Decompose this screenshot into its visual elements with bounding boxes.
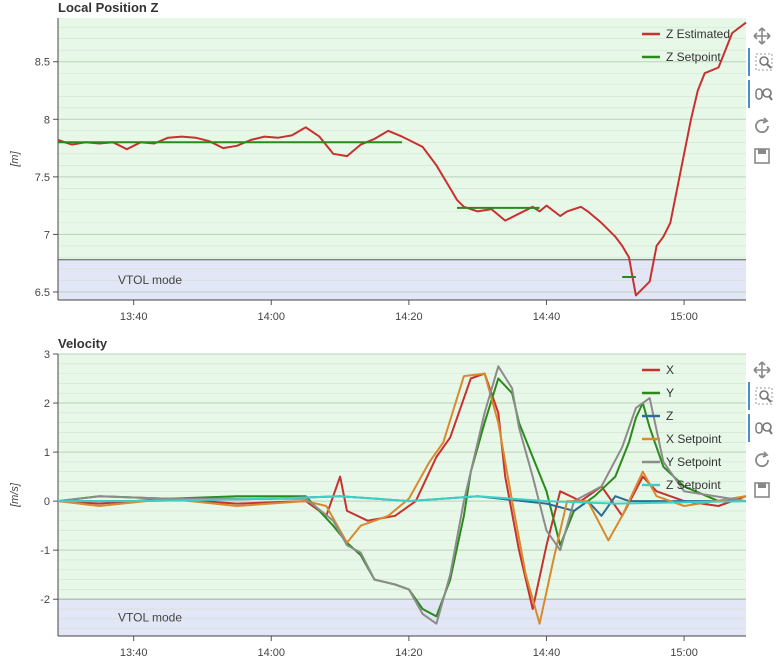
legend-label: X Setpoint	[666, 432, 722, 446]
chart-title: Local Position Z	[58, 0, 159, 15]
reset-tool-button[interactable]	[748, 446, 776, 474]
x-tick-label: 14:20	[395, 311, 423, 323]
wheel-zoom-tool-button[interactable]	[748, 414, 778, 442]
legend-label: Y	[666, 386, 674, 400]
series-line-y-setpoint	[57, 365, 747, 625]
box-zoom-tool-button[interactable]	[748, 48, 778, 76]
x-tick-label: 14:20	[395, 647, 423, 659]
wheel-zoom-tool-button[interactable]	[748, 80, 778, 108]
box-zoom-icon	[755, 53, 773, 71]
series-line-z-setpoint	[58, 495, 747, 505]
y-axis-label: [m/s]	[9, 482, 21, 508]
vtol-mode-label: VTOL mode	[118, 273, 182, 287]
y-tick-label: 7	[44, 229, 50, 241]
chart-title: Velocity	[58, 336, 108, 351]
reset-icon	[755, 451, 769, 468]
save-icon	[754, 482, 770, 498]
x-tick-label: 14:00	[258, 311, 286, 323]
y-tick-label: 7.5	[35, 172, 50, 184]
y-tick-label: -2	[40, 594, 50, 606]
y-tick-label: 1	[44, 447, 50, 459]
reset-tool-button[interactable]	[748, 112, 776, 140]
legend-label: Z Setpoint	[666, 478, 721, 492]
y-tick-label: 8	[44, 114, 50, 126]
plot-background	[58, 354, 746, 636]
vtol-mode-label: VTOL mode	[118, 611, 182, 625]
legend-label: Y Setpoint	[666, 455, 722, 469]
velocity-chart[interactable]: -2 -1 0 1 2 3 13:40 14:00 14:20 14:40 15:00 [m/s] VT…	[0, 334, 782, 668]
x-tick-label: 14:00	[258, 647, 286, 659]
x-tick-label: 15:00	[670, 311, 698, 323]
save-tool-button[interactable]	[748, 476, 776, 504]
pan-icon	[753, 27, 771, 45]
series-line-x-setpoint	[57, 372, 747, 625]
wheel-zoom-icon	[755, 422, 773, 435]
legend-label: X	[666, 363, 674, 377]
series-line-z-estimated	[57, 21, 747, 297]
y-tick-label: -1	[40, 545, 50, 557]
legend-label: Z	[666, 409, 673, 423]
legend-label: Z Estimated	[666, 27, 730, 41]
y-tick-label: 2	[44, 398, 50, 410]
pan-icon	[753, 361, 771, 379]
legend-label: Z Setpoint	[666, 50, 721, 64]
x-tick-label: 15:00	[670, 647, 698, 659]
box-zoom-tool-button[interactable]	[748, 382, 778, 410]
x-tick-label: 14:40	[533, 647, 561, 659]
x-tick-label: 14:40	[533, 311, 561, 323]
save-tool-button[interactable]	[748, 142, 776, 170]
box-zoom-icon	[755, 387, 773, 405]
x-tick-label: 13:40	[120, 311, 148, 323]
save-icon	[754, 148, 770, 164]
y-tick-label: 6.5	[35, 287, 50, 299]
local-position-z-panel: 6.5 7 7.5 8 8.5 13:40 14:00 14:20 14:40 15:00 [m] V…	[0, 0, 782, 332]
vtol-mode-region	[58, 599, 746, 636]
x-tick-label: 13:40	[120, 647, 148, 659]
wheel-zoom-icon	[755, 88, 773, 101]
y-tick-label: 8.5	[35, 57, 50, 69]
plot-background	[58, 18, 746, 300]
velocity-panel: -2 -1 0 1 2 3 13:40 14:00 14:20 14:40 15:00 [m/s] VT…	[0, 334, 782, 668]
reset-icon	[755, 117, 769, 134]
y-tick-label: 3	[44, 349, 50, 361]
pan-tool-button[interactable]	[748, 356, 776, 384]
y-axis-label: [m]	[9, 150, 21, 167]
pan-tool-button[interactable]	[748, 22, 776, 50]
local-position-z-chart[interactable]: 6.5 7 7.5 8 8.5 13:40 14:00 14:20 14:40 15:00 [m] V…	[0, 0, 782, 332]
y-tick-label: 0	[44, 496, 50, 508]
